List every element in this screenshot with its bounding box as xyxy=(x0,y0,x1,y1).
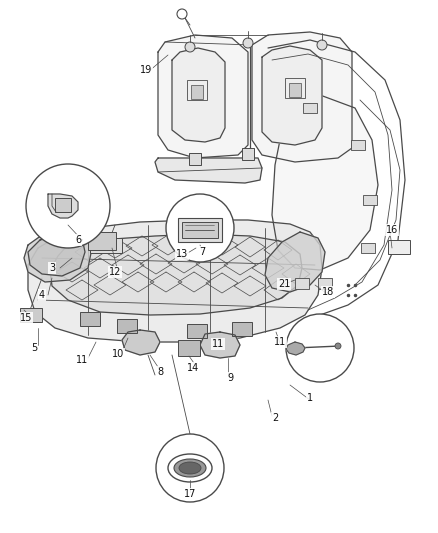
Polygon shape xyxy=(24,230,92,282)
Bar xyxy=(303,103,317,113)
Circle shape xyxy=(26,164,110,248)
Bar xyxy=(187,80,207,100)
Polygon shape xyxy=(265,232,325,292)
Bar xyxy=(80,312,100,326)
Bar xyxy=(187,324,207,338)
Ellipse shape xyxy=(179,462,201,474)
Polygon shape xyxy=(122,330,160,355)
Polygon shape xyxy=(28,220,322,342)
Text: 10: 10 xyxy=(112,349,124,359)
Bar xyxy=(182,222,218,238)
Polygon shape xyxy=(262,46,322,145)
Text: 18: 18 xyxy=(322,287,334,297)
Ellipse shape xyxy=(168,454,212,482)
Text: 2: 2 xyxy=(272,413,278,423)
Text: 21: 21 xyxy=(278,279,290,289)
Circle shape xyxy=(177,9,187,19)
Circle shape xyxy=(286,314,354,382)
Polygon shape xyxy=(172,48,225,142)
Bar xyxy=(285,78,305,98)
Bar xyxy=(361,243,375,253)
Circle shape xyxy=(317,40,327,50)
Text: 14: 14 xyxy=(187,363,199,373)
Polygon shape xyxy=(158,35,248,158)
Circle shape xyxy=(166,194,234,262)
Bar xyxy=(55,198,71,212)
Bar xyxy=(232,322,252,336)
Bar xyxy=(90,238,122,253)
Text: 4: 4 xyxy=(39,290,45,300)
Text: 19: 19 xyxy=(140,65,152,75)
Bar xyxy=(289,83,301,97)
Text: 12: 12 xyxy=(109,267,121,277)
Text: 11: 11 xyxy=(76,355,88,365)
Text: 11: 11 xyxy=(274,337,286,347)
Bar xyxy=(185,230,213,248)
Bar xyxy=(191,85,203,99)
Bar xyxy=(351,140,365,150)
Bar xyxy=(178,340,200,356)
Polygon shape xyxy=(286,342,305,355)
Text: 9: 9 xyxy=(227,373,233,383)
Bar xyxy=(318,278,332,289)
Circle shape xyxy=(156,434,224,502)
Polygon shape xyxy=(50,234,302,315)
Bar xyxy=(117,319,137,333)
Polygon shape xyxy=(155,158,262,183)
Text: 15: 15 xyxy=(20,313,32,323)
Circle shape xyxy=(185,42,195,52)
Text: 7: 7 xyxy=(199,247,205,257)
Text: 1: 1 xyxy=(307,393,313,403)
Text: 17: 17 xyxy=(184,489,196,499)
Polygon shape xyxy=(48,194,78,218)
Bar xyxy=(189,153,201,165)
Ellipse shape xyxy=(174,459,206,477)
Bar xyxy=(88,232,116,250)
Polygon shape xyxy=(200,332,240,358)
Text: 3: 3 xyxy=(49,263,55,273)
Text: 16: 16 xyxy=(386,225,398,235)
Text: 8: 8 xyxy=(157,367,163,377)
Circle shape xyxy=(243,38,253,48)
Bar xyxy=(388,240,410,254)
Bar xyxy=(363,195,377,205)
Polygon shape xyxy=(272,95,378,270)
Text: 13: 13 xyxy=(176,249,188,259)
Bar xyxy=(20,308,42,322)
Text: 11: 11 xyxy=(212,339,224,349)
Circle shape xyxy=(335,343,341,349)
Polygon shape xyxy=(252,32,352,162)
Polygon shape xyxy=(28,234,85,276)
Text: 5: 5 xyxy=(31,343,37,353)
Text: 6: 6 xyxy=(75,235,81,245)
Bar xyxy=(178,218,222,242)
Bar xyxy=(295,278,309,289)
Bar xyxy=(242,148,254,160)
